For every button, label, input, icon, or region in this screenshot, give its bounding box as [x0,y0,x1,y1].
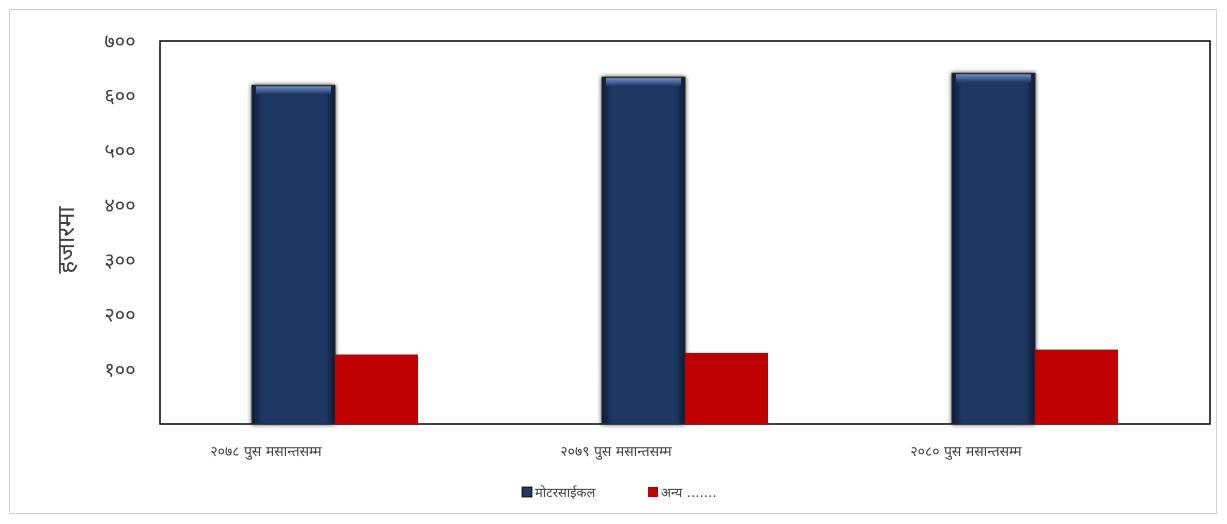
y-tick-label: ७०० [104,29,135,53]
chart-container: १०० २०० ३०० ४०० ५०० ६०० ७०० हजारमा २०७८ पुस मस… [9,9,1217,514]
y-tick-label: ५०० [104,138,135,162]
x-tick-label: २०७९ पुस मसान्तसम्म [560,444,672,460]
y-tick-label: २०० [104,303,135,327]
y-axis-ticks: १०० २०० ३०० ४०० ५०० ६०० ७०० [104,29,135,381]
y-tick-label: ३०० [104,248,135,272]
bar-other [1035,349,1118,424]
y-axis-label: हजारमा [52,206,80,274]
x-tick-label: २०७८ पुस मसान्तसम्म [210,444,322,460]
bar-motorcycle-highlight [256,86,331,95]
bar-motorcycle-body [951,72,1036,425]
bar-chart: १०० २०० ३०० ४०० ५०० ६०० ७०० हजारमा २०७८ पुस मस… [52,29,1211,501]
x-tick-label: २०८० पुस मसान्तसम्म [910,444,1022,460]
legend: मोटरसाईकल अन्य ……. [521,485,717,501]
bar-motorcycle-highlight [956,74,1031,83]
bar-motorcycle-highlight [606,78,681,87]
legend-swatch [521,486,533,498]
y-tick-label: ४०० [104,193,135,217]
legend-label: मोटरसाईकल [535,485,596,501]
y-tick-label: १०० [104,357,135,381]
bar-motorcycle [601,76,686,425]
bar-motorcycle [251,84,336,425]
legend-item: मोटरसाईकल [521,485,596,501]
bar-other [335,354,418,424]
legend-swatch [648,487,658,497]
bar-motorcycle-body [251,84,336,425]
bar-motorcycle [951,72,1036,425]
x-axis-ticks: २०७८ पुस मसान्तसम्म २०७९ पुस मसान्तसम्म २०… [210,444,1022,460]
bars-group [251,72,1118,425]
y-tick-label: ६०० [104,84,135,108]
legend-label: अन्य ……. [661,486,717,501]
bar-other [685,352,768,424]
bar-motorcycle-body [601,76,686,425]
legend-item: अन्य ……. [648,486,717,501]
